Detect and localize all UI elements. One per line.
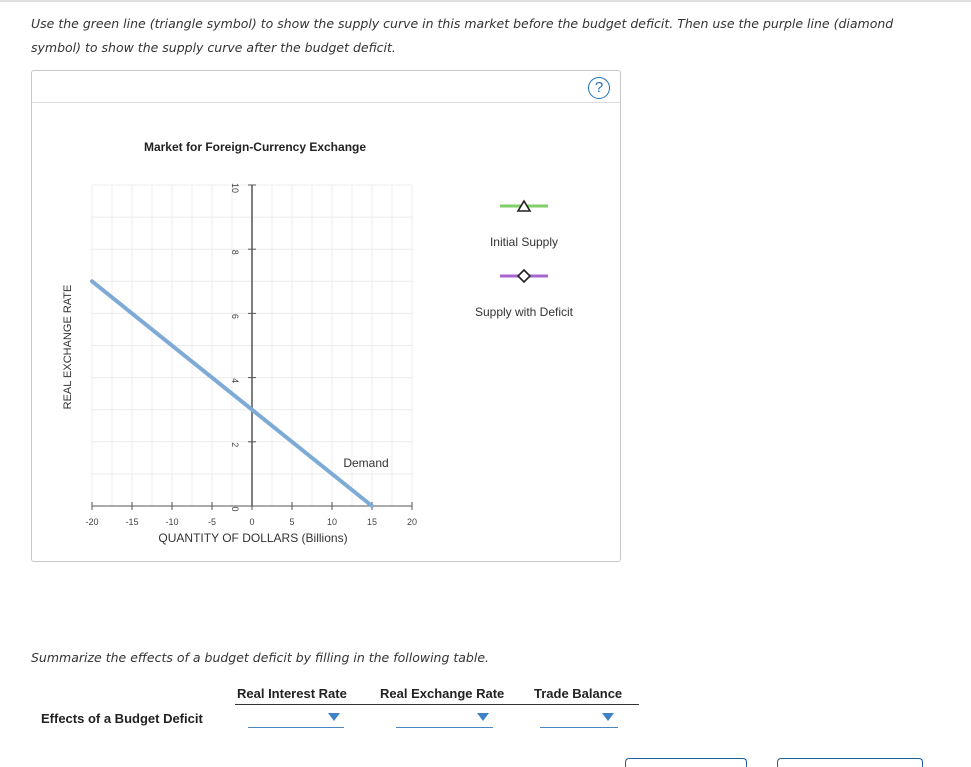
x-tick-label: 15 <box>367 517 377 527</box>
x-tick-label: -5 <box>208 517 216 527</box>
drawing-tools[interactable]: Initial Supply Supply with Deficit <box>475 199 574 319</box>
triangle-icon <box>516 199 532 212</box>
footer-button-left[interactable] <box>625 758 747 767</box>
demand-curve[interactable] <box>90 279 374 508</box>
y-tick-label: 4 <box>230 378 240 383</box>
tool-label: Supply with Deficit <box>475 305 574 319</box>
help-button[interactable]: ? <box>588 77 610 99</box>
table-prompt: Summarize the effects of a budget defici… <box>31 650 490 665</box>
y-tick-label: 8 <box>230 250 240 255</box>
diamond-icon <box>516 268 532 284</box>
chevron-down-icon <box>602 713 614 721</box>
y-tick-label: 10 <box>230 183 240 193</box>
x-tick-label: 20 <box>407 517 417 527</box>
y-tick-label: 6 <box>230 314 240 319</box>
panel-header: ? <box>32 71 620 103</box>
footer-button-right[interactable] <box>777 758 923 767</box>
table-header-rule <box>235 704 639 705</box>
column-header-real-interest-rate: Real Interest Rate <box>237 686 347 701</box>
supply-demand-graph[interactable]: -20 -15 -10 -5 0 5 10 15 20 0 2 4 6 8 10 Demand Initia… <box>32 71 620 561</box>
chevron-down-icon <box>328 713 340 721</box>
axes: -20 -15 -10 -5 0 5 10 15 20 0 2 4 6 8 10 <box>85 183 417 527</box>
effects-table: Real Interest Rate Real Exchange Rate Tr… <box>31 682 641 732</box>
y-tick-label: 2 <box>230 442 240 447</box>
top-rule <box>0 0 971 2</box>
real-interest-rate-dropdown[interactable] <box>248 711 344 728</box>
x-tick-label: 5 <box>289 517 294 527</box>
curves[interactable]: Demand <box>90 279 389 508</box>
demand-curve-label: Demand <box>343 456 388 470</box>
supply-with-deficit-tool[interactable]: Supply with Deficit <box>475 268 574 319</box>
instructions-text: Use the green line (triangle symbol) to … <box>31 16 894 55</box>
trade-balance-dropdown[interactable] <box>540 711 618 728</box>
chart-title: Market for Foreign-Currency Exchange <box>144 140 366 154</box>
x-tick-label: -15 <box>125 517 138 527</box>
column-header-real-exchange-rate: Real Exchange Rate <box>380 686 505 701</box>
x-axis-label: QUANTITY OF DOLLARS (Billions) <box>158 531 347 545</box>
x-tick-label: -10 <box>165 517 178 527</box>
column-header-trade-balance: Trade Balance <box>534 686 623 701</box>
initial-supply-tool[interactable]: Initial Supply <box>490 199 558 249</box>
x-tick-label: 10 <box>327 517 337 527</box>
y-tick-label: 0 <box>230 506 240 511</box>
x-tick-label: 0 <box>249 517 254 527</box>
tool-label: Initial Supply <box>490 235 558 249</box>
graph-panel: ? -20 -15 -10 -5 0 5 10 15 20 0 2 4 6 8 10 Demand Init… <box>31 70 621 562</box>
row-label-effects: Effects of a Budget Deficit <box>41 711 203 726</box>
x-tick-label: -20 <box>85 517 98 527</box>
help-icon: ? <box>594 79 604 96</box>
chevron-down-icon <box>477 713 489 721</box>
real-exchange-rate-dropdown[interactable] <box>396 711 493 728</box>
y-axis-label: REAL EXCHANGE RATE <box>62 285 74 410</box>
